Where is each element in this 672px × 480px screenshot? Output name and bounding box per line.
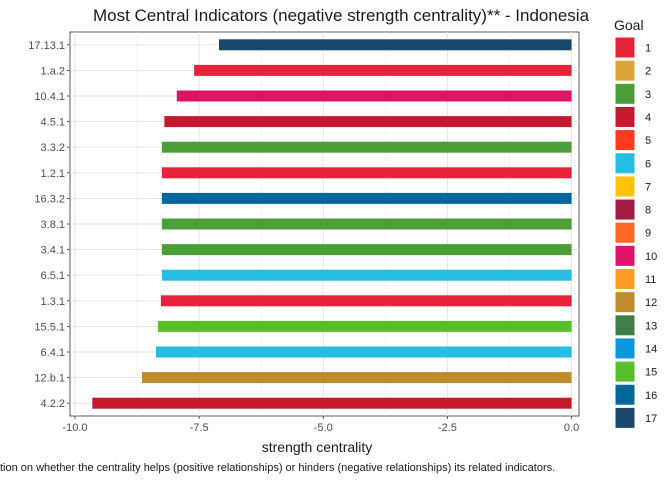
legend-swatch-2 [614,59,636,82]
chart-caption: tion on whether the centrality helps (po… [0,462,555,474]
bar-17.13.1 [218,39,572,51]
legend-label-17: 17 [645,413,657,425]
bar-4.2.2 [92,397,572,409]
legend-label-13: 13 [645,320,657,332]
y-tick-label: 15.5.1 [34,321,65,333]
legend-swatch-9 [614,221,636,244]
x-axis-tick-labels: -10.0 -7.5 -5.0 -2.5 0.0 [62,416,579,434]
chart-title: Most Central Indicators (negative streng… [93,6,590,25]
legend-swatch-8 [614,198,636,221]
x-tick-label: 0.0 [564,422,579,434]
x-tick-label: -5.0 [314,422,333,434]
y-tick-label: 3.3.2 [41,142,65,154]
legend-label-11: 11 [645,274,656,286]
bar-10.4.1 [176,90,572,102]
legend-title: Goal [614,17,644,33]
y-tick-label: 6.4.1 [41,347,65,359]
x-tick-label: -7.5 [190,422,209,434]
y-tick-label: 4.2.2 [41,398,65,410]
legend-label-12: 12 [645,297,657,309]
legend-swatch-6 [614,152,636,175]
bars [92,39,572,409]
bar-16.3.2 [161,192,572,204]
y-tick-label: 1.a.2 [41,65,65,77]
y-tick-label: 3.4.1 [41,245,65,257]
legend-swatch-12 [614,291,636,314]
bar-3.3.2 [161,141,572,153]
legend-swatch-10 [614,244,636,267]
y-axis-tick-labels: 17.13.1 1.a.2 10.4.1 4.5.1 3.3.2 1.2.1 16.3.2 3… [28,40,70,410]
bar-6.5.1 [161,269,572,281]
bar-3.8.1 [161,218,572,230]
bar-1.3.1 [160,295,572,307]
legend-swatch-14 [614,337,636,360]
legend-label-5: 5 [645,135,651,147]
legend-swatch-5 [614,129,636,152]
y-tick-label: 17.13.1 [28,40,65,52]
legend-label-10: 10 [645,251,657,263]
bar-1.a.2 [194,64,572,76]
y-tick-label: 16.3.2 [34,193,65,205]
legend-swatch-1 [614,36,636,59]
y-tick-label: 1.2.1 [41,168,65,180]
bar-3.4.1 [161,244,572,256]
legend-label-2: 2 [645,66,651,78]
legend-label-6: 6 [645,158,651,170]
x-tick-label: -2.5 [438,422,457,434]
y-tick-label: 1.3.1 [41,296,65,308]
bar-4.5.1 [164,116,572,128]
legend-label-3: 3 [645,89,651,101]
legend-swatch-7 [614,175,636,198]
legend-label-7: 7 [645,181,651,193]
y-tick-label: 12.b.1 [34,373,65,385]
bar-12.b.1 [142,372,572,384]
x-tick-label: -10.0 [62,422,87,434]
legend-swatch-15 [614,360,636,383]
bar-6.4.1 [155,346,572,358]
legend-swatch-13 [614,314,636,337]
legend-swatch-11 [614,268,636,290]
bar-15.5.1 [157,320,572,332]
x-axis-title: strength centrality [262,439,373,455]
legend-swatch-4 [614,105,636,128]
y-tick-label: 6.5.1 [41,270,65,282]
legend-label-14: 14 [645,343,657,355]
y-tick-label: 10.4.1 [34,91,65,103]
legend-label-9: 9 [645,228,651,240]
bar-1.2.1 [161,167,572,179]
legend-label-16: 16 [645,390,657,402]
legend-label-15: 15 [645,367,657,379]
legend-swatch-17 [614,406,636,429]
y-tick-label: 3.8.1 [41,219,65,231]
legend-label-8: 8 [645,205,651,217]
legend-label-1: 1 [645,43,651,55]
legend-swatch-16 [614,383,636,406]
legend-swatch-3 [614,82,636,105]
y-tick-label: 4.5.1 [41,117,65,129]
legend-label-4: 4 [645,112,651,124]
